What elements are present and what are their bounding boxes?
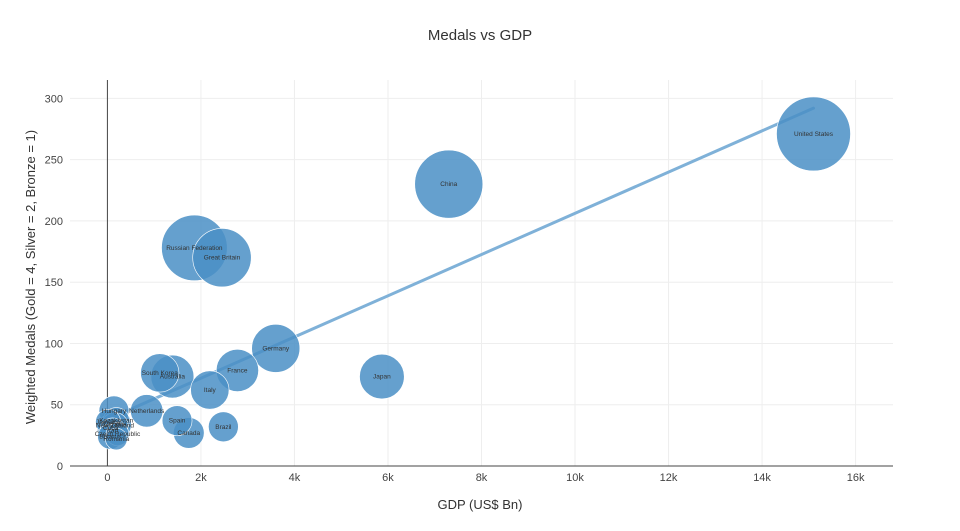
bubble-point[interactable] xyxy=(161,405,193,436)
x-tick-label: 14k xyxy=(753,472,771,484)
bubble-label: Netherlands xyxy=(129,408,165,415)
bubble-point[interactable] xyxy=(251,323,301,373)
bubble-label: South Korea xyxy=(142,370,179,377)
bubble-label: France xyxy=(227,367,248,374)
y-tick-label: 0 xyxy=(57,461,63,473)
x-tick-label: 12k xyxy=(660,472,678,484)
bubble-label: Japan xyxy=(373,374,391,381)
bubble-label: Brazil xyxy=(215,424,232,431)
label-layer: United States China Russian Federation Grea… xyxy=(95,131,834,443)
bubble-point[interactable] xyxy=(414,149,484,219)
bubble-label: Great Britain xyxy=(204,255,241,262)
x-tick-label: 8k xyxy=(476,472,488,484)
bubble-point[interactable] xyxy=(359,353,405,400)
bubble-point[interactable] xyxy=(140,353,180,393)
bubble-label: Russian Federation xyxy=(166,245,223,252)
bubble-label: New Zealand xyxy=(96,423,135,430)
bubble-label: United States xyxy=(794,131,834,138)
bubble-label: China xyxy=(440,181,457,188)
bubble-label: Czech Republic xyxy=(95,431,141,438)
bubble-label: Romania xyxy=(103,436,129,443)
y-tick-label: 300 xyxy=(45,93,63,105)
bubble-label: Hungary xyxy=(102,408,127,415)
bubble-point[interactable] xyxy=(776,96,851,172)
x-axis-title: GDP (US$ Bn) xyxy=(437,497,522,512)
chart-title: Medals vs GDP xyxy=(428,27,532,44)
bubble-label: Jamaica xyxy=(96,419,121,426)
x-tick-label: 4k xyxy=(289,472,301,484)
bubble-label: Kazakhstan xyxy=(99,418,133,425)
bubble-label: Belarus xyxy=(99,434,122,441)
bubble-label: Spain xyxy=(169,418,186,425)
y-tick-label: 150 xyxy=(45,277,63,289)
bubble-point[interactable] xyxy=(192,228,252,288)
bubble-label: Germany xyxy=(262,345,289,352)
bubble-point[interactable] xyxy=(208,411,239,443)
x-tick-label: 0 xyxy=(104,472,110,484)
y-tick-label: 250 xyxy=(45,155,63,167)
x-tick-label: 6k xyxy=(382,472,394,484)
bubble-label: Iran xyxy=(107,427,119,434)
y-tick-label: 50 xyxy=(51,400,63,412)
axis-layer: 0 2k 4k 6k 8k 10k 12k 14k 16k 0 50 100 150 200 250 300 xyxy=(45,80,893,484)
y-tick-label: 200 xyxy=(45,216,63,228)
bubble-label: Canada xyxy=(177,430,200,437)
bubble-label: Ukraine xyxy=(104,421,127,428)
x-tick-label: 2k xyxy=(195,472,207,484)
bubble-label: Italy xyxy=(204,387,217,394)
bubble-point[interactable] xyxy=(130,394,164,428)
y-tick-label: 100 xyxy=(45,338,63,350)
bubble-label: Australia xyxy=(160,374,186,381)
bubble-label: Cuba xyxy=(103,425,119,432)
bubble-point[interactable] xyxy=(190,370,230,410)
y-axis-title: Weighted Medals (Gold = 4, Silver = 2, B… xyxy=(23,130,38,424)
bubble-layer xyxy=(95,96,851,451)
x-tick-label: 16k xyxy=(847,472,865,484)
x-tick-label: 10k xyxy=(566,472,584,484)
bubble-point[interactable] xyxy=(105,427,128,451)
